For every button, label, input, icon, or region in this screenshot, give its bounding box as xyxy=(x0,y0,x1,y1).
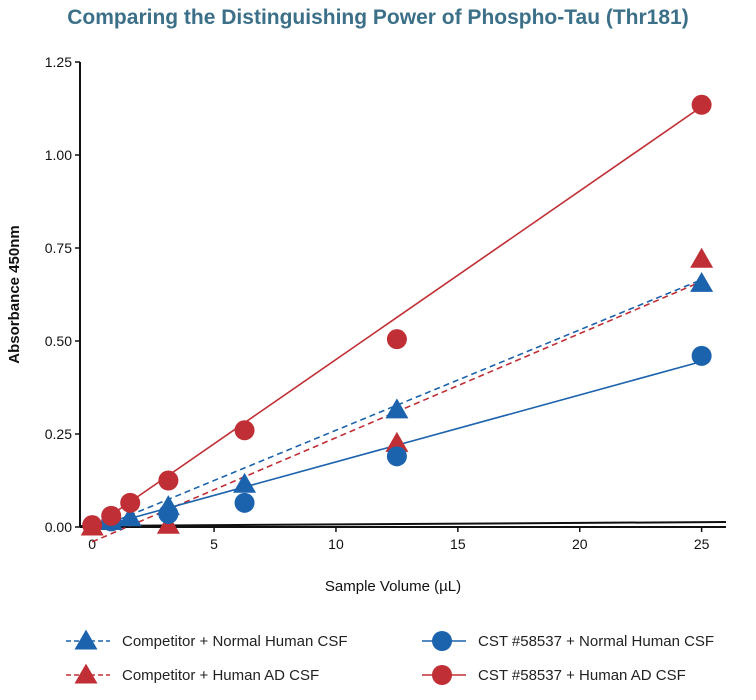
legend-item-series-4: CST #58537 + Human AD CSF xyxy=(422,665,686,685)
legend-marker xyxy=(74,663,98,684)
x-tick-label: 5 xyxy=(210,536,218,552)
legend-label: Competitor + Human AD CSF xyxy=(122,667,319,684)
legend-label: CST #58537 + Human AD CSF xyxy=(478,667,686,684)
data-point-series-3 xyxy=(691,345,712,366)
data-point-series-3 xyxy=(158,503,179,524)
legend-label: Competitor + Normal Human CSF xyxy=(122,633,347,650)
data-point-series-4 xyxy=(101,505,122,526)
x-axis-label: Sample Volume (µL) xyxy=(325,578,461,595)
fit-line-series-4 xyxy=(91,105,703,529)
y-tick-label: 0.00 xyxy=(45,519,72,535)
data-point-series-2 xyxy=(385,431,409,452)
data-point-series-4 xyxy=(82,515,103,536)
data-point-series-3 xyxy=(234,492,255,513)
chart-title: Comparing the Distinguishing Power of Ph… xyxy=(67,6,689,29)
data-point-series-4 xyxy=(120,492,141,513)
y-tick-label: 0.50 xyxy=(45,333,72,349)
y-tick-label: 0.75 xyxy=(45,240,72,256)
axes-layer: 0.00 0.25 0.50 0.75 1.00 1.25 0 5 10 15 20 25 Sample… xyxy=(6,54,727,595)
data-point-series-3 xyxy=(386,446,407,467)
data-point-series-1 xyxy=(385,398,409,419)
data-point-series-1 xyxy=(118,506,142,527)
y-tick-label: 0.25 xyxy=(45,426,72,442)
data-point-series-4 xyxy=(234,420,255,441)
legend-marker xyxy=(74,629,98,650)
legend-marker xyxy=(432,631,452,651)
x-tick-label: 10 xyxy=(328,536,344,552)
data-point-series-4 xyxy=(158,470,179,491)
x-tick-label: 0 xyxy=(88,536,96,552)
legend-marker xyxy=(432,665,452,685)
x-tick-label: 15 xyxy=(450,536,466,552)
x-tick-label: 25 xyxy=(694,536,710,552)
data-point-series-4 xyxy=(691,94,712,115)
fit-lines-layer xyxy=(91,105,703,543)
data-point-series-1 xyxy=(233,472,257,493)
x-tick-label: 20 xyxy=(572,536,588,552)
y-tick-label: 1.00 xyxy=(45,147,72,163)
legend: Competitor + Normal Human CSF Competitor … xyxy=(66,629,714,685)
y-axis-label: Absorbance 450nm xyxy=(6,225,23,363)
legend-item-series-3: CST #58537 + Normal Human CSF xyxy=(422,631,714,651)
baseline-trace xyxy=(79,521,727,527)
points-layer xyxy=(80,94,714,536)
data-point-series-2 xyxy=(690,247,714,268)
legend-label: CST #58537 + Normal Human CSF xyxy=(478,633,714,650)
legend-item-series-1: Competitor + Normal Human CSF xyxy=(66,629,347,650)
legend-item-series-2: Competitor + Human AD CSF xyxy=(66,663,319,684)
data-point-series-4 xyxy=(386,329,407,350)
data-point-series-1 xyxy=(690,271,714,292)
y-tick-label: 1.25 xyxy=(45,54,72,70)
